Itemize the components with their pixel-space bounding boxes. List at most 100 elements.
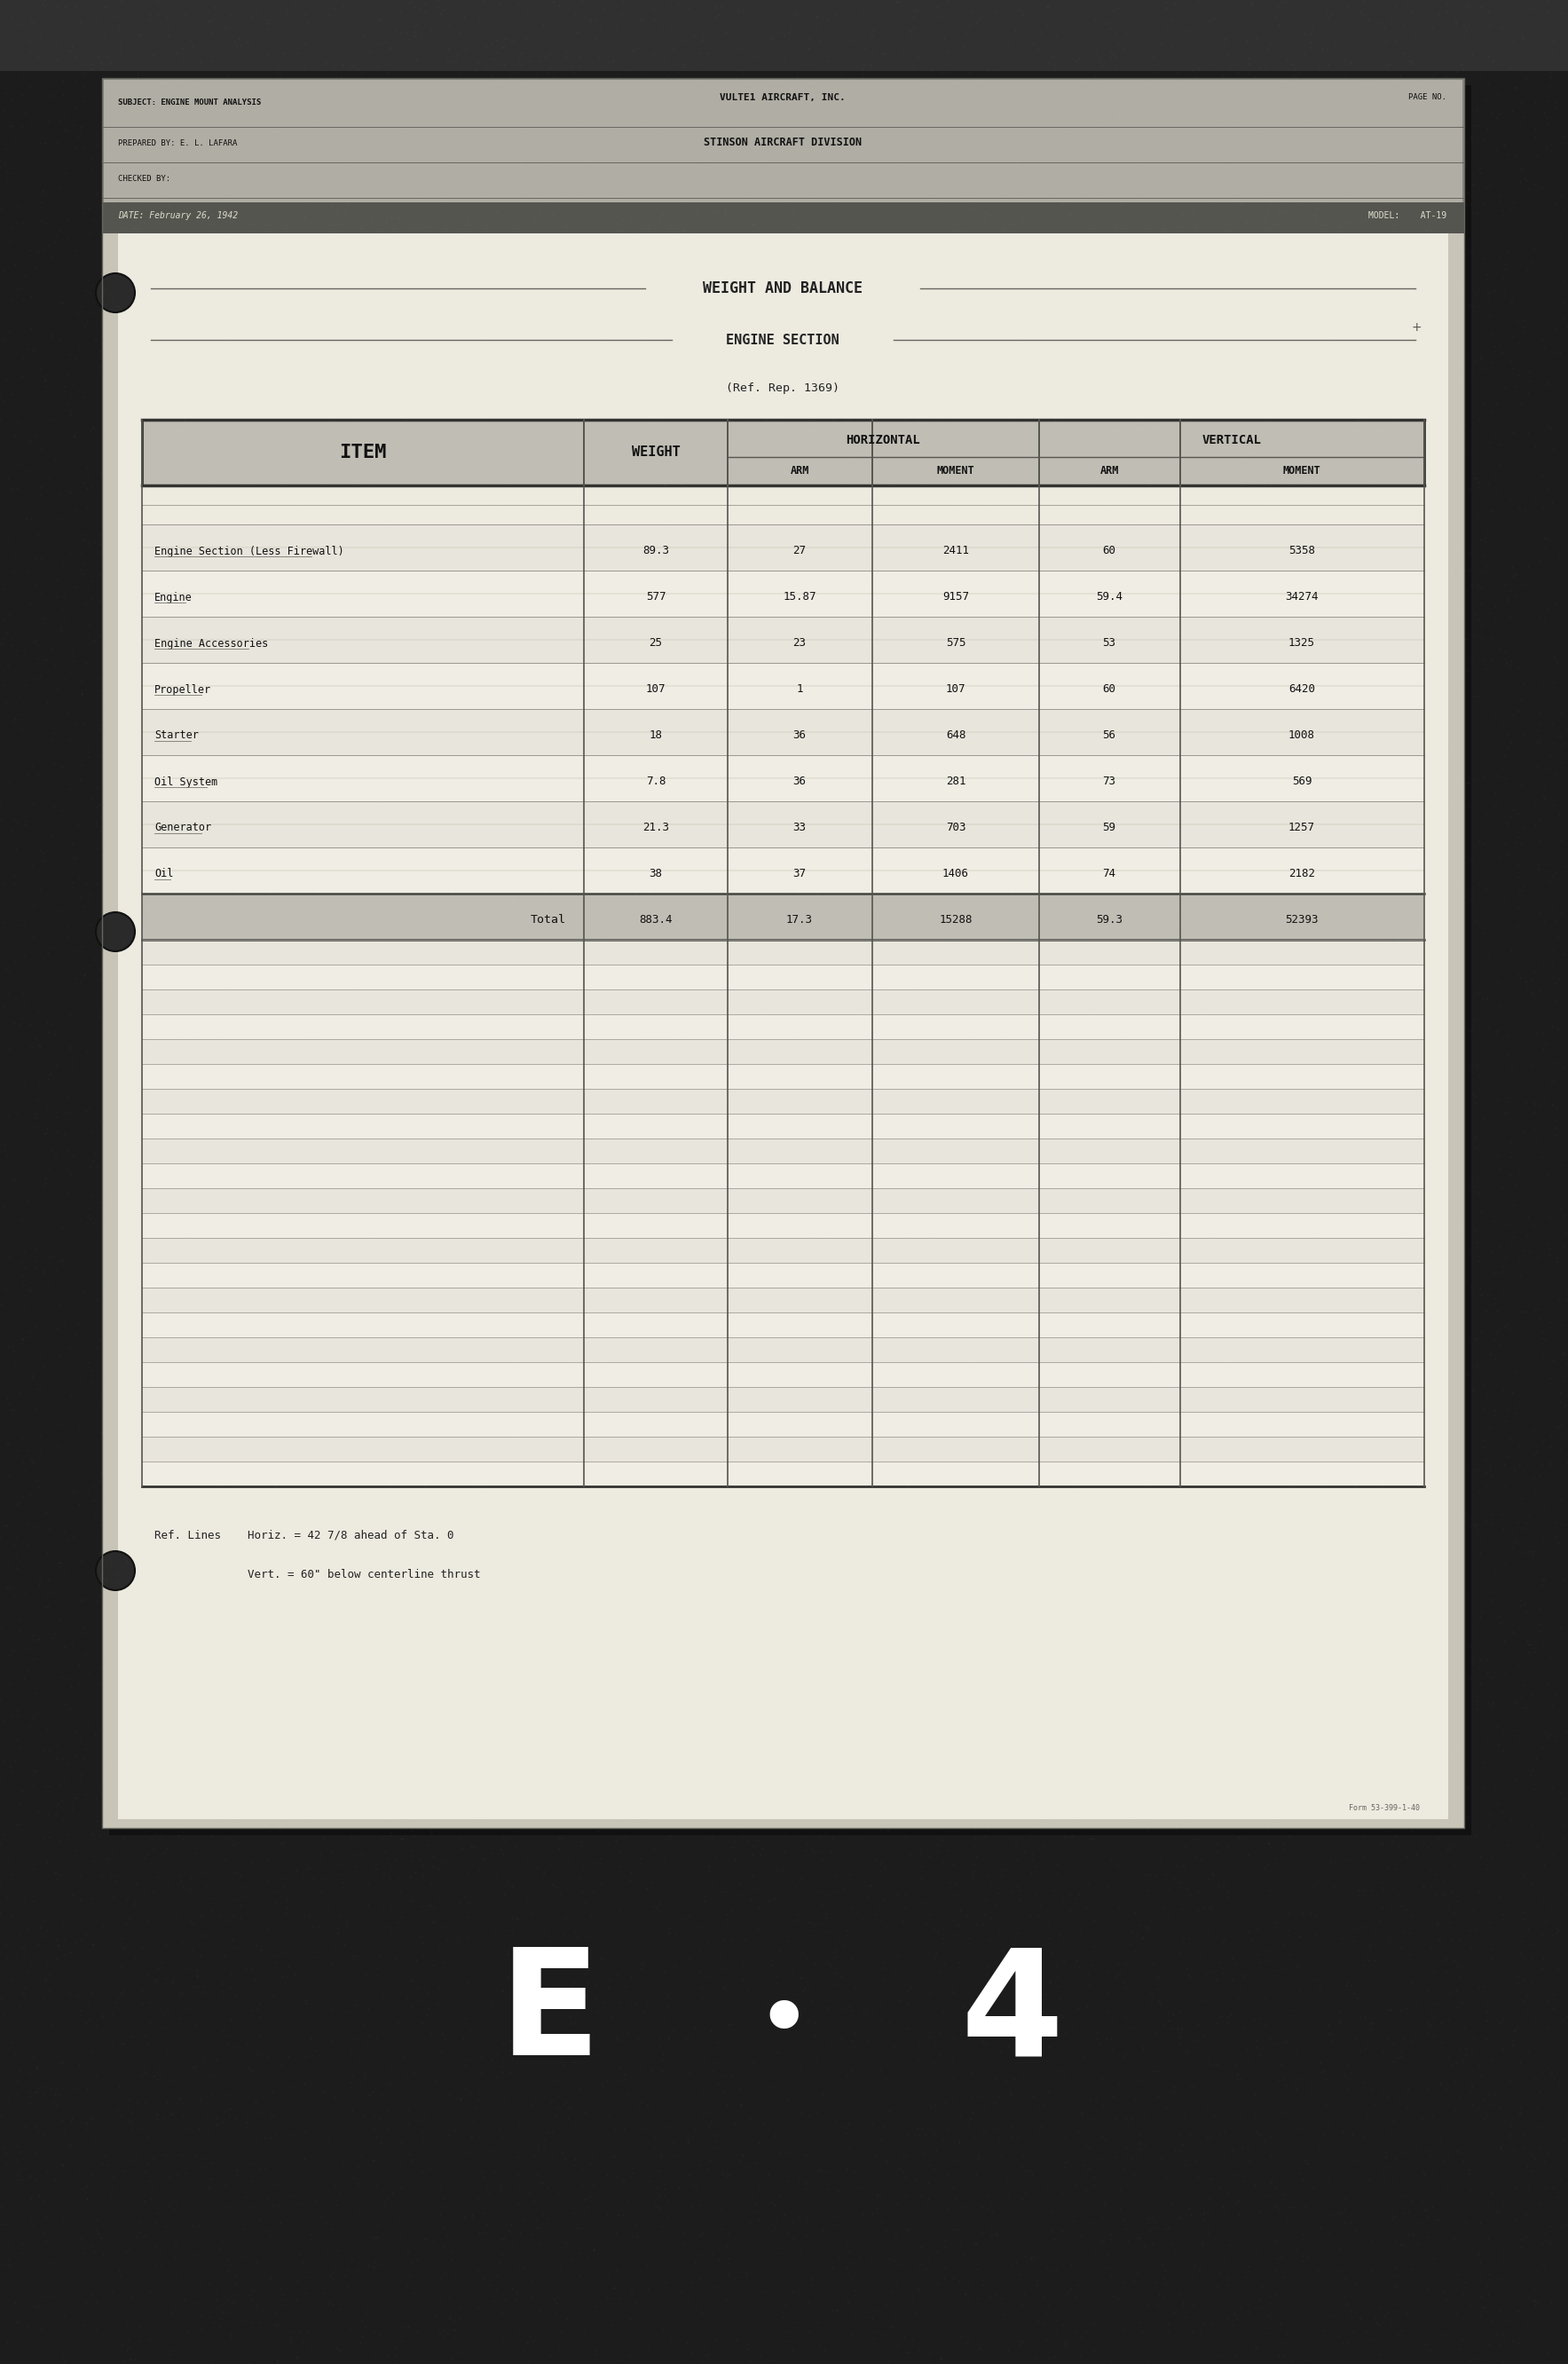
Point xyxy=(235,787,260,825)
Point xyxy=(1152,243,1178,281)
Point xyxy=(499,1139,524,1177)
Point xyxy=(111,1972,136,2009)
Point xyxy=(262,482,287,520)
Point xyxy=(779,2331,804,2364)
Point xyxy=(458,600,483,638)
Point xyxy=(240,2272,265,2310)
Point xyxy=(1063,638,1088,676)
Point xyxy=(1468,154,1493,191)
Point xyxy=(361,2111,386,2149)
Point xyxy=(702,194,728,232)
Point xyxy=(1297,527,1322,565)
Point xyxy=(922,2085,947,2123)
Point xyxy=(1080,463,1105,501)
Point xyxy=(103,1090,129,1128)
Point xyxy=(793,1712,818,1749)
Point xyxy=(3,2284,28,2321)
Point xyxy=(97,1317,122,1355)
Point xyxy=(1090,1622,1115,1660)
Point xyxy=(218,1527,243,1565)
Point xyxy=(1537,1889,1562,1927)
Point xyxy=(696,1033,721,1071)
Point xyxy=(861,1388,886,1425)
Point xyxy=(999,1709,1024,1747)
Point xyxy=(895,381,920,418)
Point xyxy=(220,2284,245,2321)
Point xyxy=(1225,1284,1250,1321)
Point xyxy=(1458,1929,1483,1967)
Point xyxy=(1543,1116,1568,1154)
Point xyxy=(0,865,16,903)
Point xyxy=(103,972,129,1009)
Point xyxy=(673,530,698,567)
Point xyxy=(1432,1941,1457,1979)
Point xyxy=(588,7,613,45)
Point xyxy=(265,1206,290,1243)
Point xyxy=(1156,1482,1181,1520)
Point xyxy=(974,1293,999,1331)
Point xyxy=(1032,1827,1057,1865)
Point xyxy=(1364,920,1389,957)
Point xyxy=(103,1473,129,1511)
Point xyxy=(1269,1059,1294,1097)
Point xyxy=(1303,1492,1328,1530)
Point xyxy=(674,988,699,1026)
Point xyxy=(1452,1494,1477,1532)
Point xyxy=(1414,622,1439,660)
Point xyxy=(1113,2130,1138,2168)
Point xyxy=(969,570,994,608)
Point xyxy=(41,1615,66,1652)
Point xyxy=(199,2076,224,2113)
Point xyxy=(773,473,798,511)
Point xyxy=(251,1544,276,1582)
Point xyxy=(850,957,875,995)
Point xyxy=(1551,300,1568,338)
Point xyxy=(530,1038,555,1076)
Point xyxy=(1396,0,1421,24)
Point xyxy=(466,359,491,397)
Point xyxy=(1226,2196,1251,2234)
Point xyxy=(30,1333,55,1371)
Point xyxy=(1469,1593,1494,1631)
Point xyxy=(657,0,682,21)
Point xyxy=(125,2111,151,2149)
Point xyxy=(550,1548,575,1586)
Point xyxy=(67,109,93,147)
Point xyxy=(69,1541,94,1579)
Point xyxy=(674,1480,699,1518)
Point xyxy=(949,2104,974,2142)
Point xyxy=(1212,163,1237,201)
Point xyxy=(828,598,853,636)
Point xyxy=(470,154,495,191)
Point xyxy=(1182,102,1207,139)
Point xyxy=(1339,2116,1364,2154)
Point xyxy=(967,1995,993,2033)
Point xyxy=(870,279,895,317)
Point xyxy=(1548,2161,1568,2199)
Point xyxy=(1350,1870,1375,1908)
Point xyxy=(448,1390,474,1428)
Point xyxy=(1196,2180,1221,2217)
Point xyxy=(260,2073,285,2111)
Point xyxy=(1127,1267,1152,1305)
Point xyxy=(801,1773,826,1811)
Point xyxy=(1486,1326,1512,1364)
Point xyxy=(1066,1875,1091,1912)
Point xyxy=(1087,1090,1112,1128)
Point xyxy=(949,1551,974,1589)
Point xyxy=(1079,1215,1104,1253)
Point xyxy=(191,1671,216,1709)
Point xyxy=(274,116,299,154)
Point xyxy=(616,2168,641,2206)
Point xyxy=(1168,903,1193,941)
Point xyxy=(641,558,666,596)
Point xyxy=(516,1747,541,1785)
Point xyxy=(111,2024,136,2061)
Point xyxy=(45,1927,71,1964)
Point xyxy=(1170,2009,1195,2047)
Point xyxy=(829,1222,855,1260)
Point xyxy=(933,1813,958,1851)
Point xyxy=(510,1960,535,1998)
Point xyxy=(712,132,737,170)
Point xyxy=(713,617,739,655)
